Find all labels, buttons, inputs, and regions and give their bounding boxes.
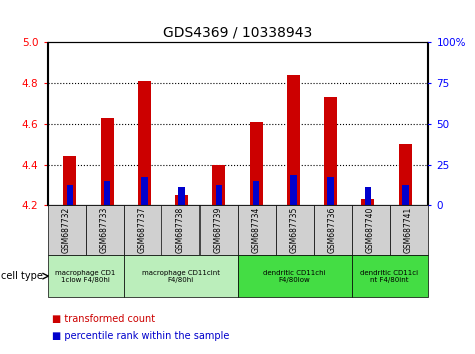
- Text: dendritic CD11ci
nt F4/80int: dendritic CD11ci nt F4/80int: [361, 270, 418, 282]
- Bar: [253, 181, 259, 205]
- Text: GSM687736: GSM687736: [328, 207, 337, 253]
- Bar: [327, 177, 334, 205]
- Bar: [175, 195, 188, 205]
- Bar: [287, 75, 300, 205]
- Text: ■ transformed count: ■ transformed count: [52, 314, 155, 324]
- Bar: [101, 118, 114, 205]
- Text: cell type: cell type: [1, 271, 43, 281]
- Text: GSM687739: GSM687739: [214, 207, 223, 253]
- Text: GSM687733: GSM687733: [100, 207, 109, 253]
- Text: GSM687735: GSM687735: [290, 207, 299, 253]
- Bar: [216, 185, 222, 205]
- Text: ■ percentile rank within the sample: ■ percentile rank within the sample: [52, 331, 229, 341]
- Bar: [212, 165, 226, 205]
- Text: GSM687732: GSM687732: [62, 207, 71, 253]
- Text: GSM687741: GSM687741: [404, 207, 413, 253]
- Bar: [63, 156, 76, 205]
- Text: GSM687737: GSM687737: [138, 207, 147, 253]
- Bar: [178, 187, 185, 205]
- Text: dendritic CD11chi
F4/80low: dendritic CD11chi F4/80low: [263, 270, 326, 282]
- Bar: [290, 175, 297, 205]
- Text: macrophage CD1
1clow F4/80hi: macrophage CD1 1clow F4/80hi: [55, 270, 116, 282]
- Bar: [104, 181, 111, 205]
- Bar: [399, 144, 412, 205]
- Text: GSM687738: GSM687738: [176, 207, 185, 253]
- Bar: [324, 97, 337, 205]
- Bar: [141, 177, 148, 205]
- Bar: [138, 81, 151, 205]
- Bar: [249, 122, 263, 205]
- Text: GSM687740: GSM687740: [366, 207, 375, 253]
- Bar: [361, 199, 374, 205]
- Text: GSM687734: GSM687734: [252, 207, 261, 253]
- Text: macrophage CD11cint
F4/80hi: macrophage CD11cint F4/80hi: [142, 270, 219, 282]
- Bar: [66, 185, 73, 205]
- Title: GDS4369 / 10338943: GDS4369 / 10338943: [163, 26, 312, 40]
- Bar: [402, 185, 408, 205]
- Bar: [364, 187, 371, 205]
